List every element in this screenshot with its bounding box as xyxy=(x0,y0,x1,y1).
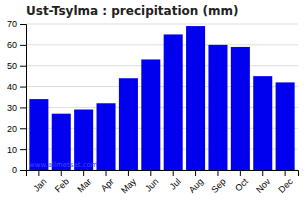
tick: 20 xyxy=(7,124,26,134)
annotation: www.allmetsat.com xyxy=(29,161,98,169)
tick: Nov xyxy=(254,170,273,195)
tick-mark xyxy=(20,128,26,129)
tick-label: Oct xyxy=(233,176,250,193)
tick: Jul xyxy=(168,170,183,192)
tick: Aug xyxy=(187,170,205,195)
tick-mark xyxy=(20,149,26,150)
tick-label: Aug xyxy=(187,176,205,194)
tick-label: 10 xyxy=(7,145,17,155)
tick-mark xyxy=(217,170,218,176)
tick: 40 xyxy=(7,82,26,92)
x-axis: Jan FebMar AprMay Jun Jul AugSep OctNovDec xyxy=(27,170,299,196)
bar xyxy=(208,45,227,170)
tick-mark xyxy=(20,107,26,108)
tick: 10 xyxy=(7,145,26,155)
bar xyxy=(231,47,250,170)
tick: May xyxy=(119,170,138,196)
tick-mark xyxy=(240,170,241,176)
tick-mark xyxy=(20,45,26,46)
tick-label: Sep xyxy=(209,176,227,194)
tick-mark xyxy=(173,170,174,176)
tick-mark xyxy=(20,87,26,88)
bar xyxy=(164,34,183,170)
grid-line xyxy=(26,65,298,66)
tick-mark xyxy=(38,170,39,176)
tick: Oct xyxy=(233,170,250,193)
tick-label: May xyxy=(119,176,138,195)
tick-mark xyxy=(262,170,263,176)
bar xyxy=(119,78,138,170)
plot: 0 10 20 30 40 50 60 70 Jan FebMar AprMay Jun Jul AugS… xyxy=(7,19,299,195)
tick-label: Feb xyxy=(53,176,71,194)
tick: Feb xyxy=(53,170,71,194)
axis-line xyxy=(27,171,299,177)
axis-line xyxy=(20,25,27,171)
tick-label: Nov xyxy=(254,176,273,195)
tick-label: Dec xyxy=(276,176,295,195)
grid-line xyxy=(26,24,298,25)
tick-mark xyxy=(20,24,26,25)
tick: Mar xyxy=(75,170,93,194)
y-axis: 0 10 20 30 40 50 60 70 xyxy=(7,19,27,175)
tick-label: 50 xyxy=(7,61,17,71)
grid-line xyxy=(26,44,298,45)
bar xyxy=(253,76,272,170)
title: Ust-Tsylma : precipitation (mm) xyxy=(26,4,238,18)
tick-label: 40 xyxy=(7,82,17,92)
tick-mark xyxy=(83,170,84,176)
tick: Jan xyxy=(31,170,48,194)
tick: Sep xyxy=(209,170,227,195)
tick: Jun xyxy=(143,170,160,194)
tick-label: Jan xyxy=(31,176,48,193)
tick-label: Jun xyxy=(143,176,160,193)
tick-label: 30 xyxy=(7,103,17,113)
bars xyxy=(29,26,294,170)
bar xyxy=(186,26,205,170)
grid xyxy=(26,24,298,170)
tick: 30 xyxy=(7,103,26,113)
tick-mark xyxy=(106,170,107,176)
tick-mark xyxy=(195,170,196,176)
bar xyxy=(276,82,295,170)
bar xyxy=(141,59,160,170)
tick: Dec xyxy=(276,170,295,195)
tick-label: Apr xyxy=(99,176,116,193)
tick-mark xyxy=(150,170,151,176)
bar xyxy=(29,99,48,170)
tick: Apr xyxy=(99,170,116,193)
bar xyxy=(97,103,116,170)
tick-label: Jul xyxy=(168,176,183,191)
tick: 70 xyxy=(7,19,26,29)
tick-label: 60 xyxy=(7,40,17,50)
tick-label: 70 xyxy=(7,19,17,29)
tick-mark xyxy=(285,170,286,176)
chart: Ust-Tsylma : precipitation (mm) 0 10 20 30 40… xyxy=(0,0,306,200)
tick: 50 xyxy=(7,61,26,71)
tick-label: 20 xyxy=(7,124,17,134)
tick: 0 xyxy=(12,165,26,175)
tick-label: Mar xyxy=(75,176,93,194)
tick-mark xyxy=(20,66,26,67)
tick-mark xyxy=(61,170,62,176)
tick-mark xyxy=(128,170,129,176)
tick-label: 0 xyxy=(12,165,17,175)
tick: 60 xyxy=(7,40,26,50)
tick-mark xyxy=(20,170,26,171)
